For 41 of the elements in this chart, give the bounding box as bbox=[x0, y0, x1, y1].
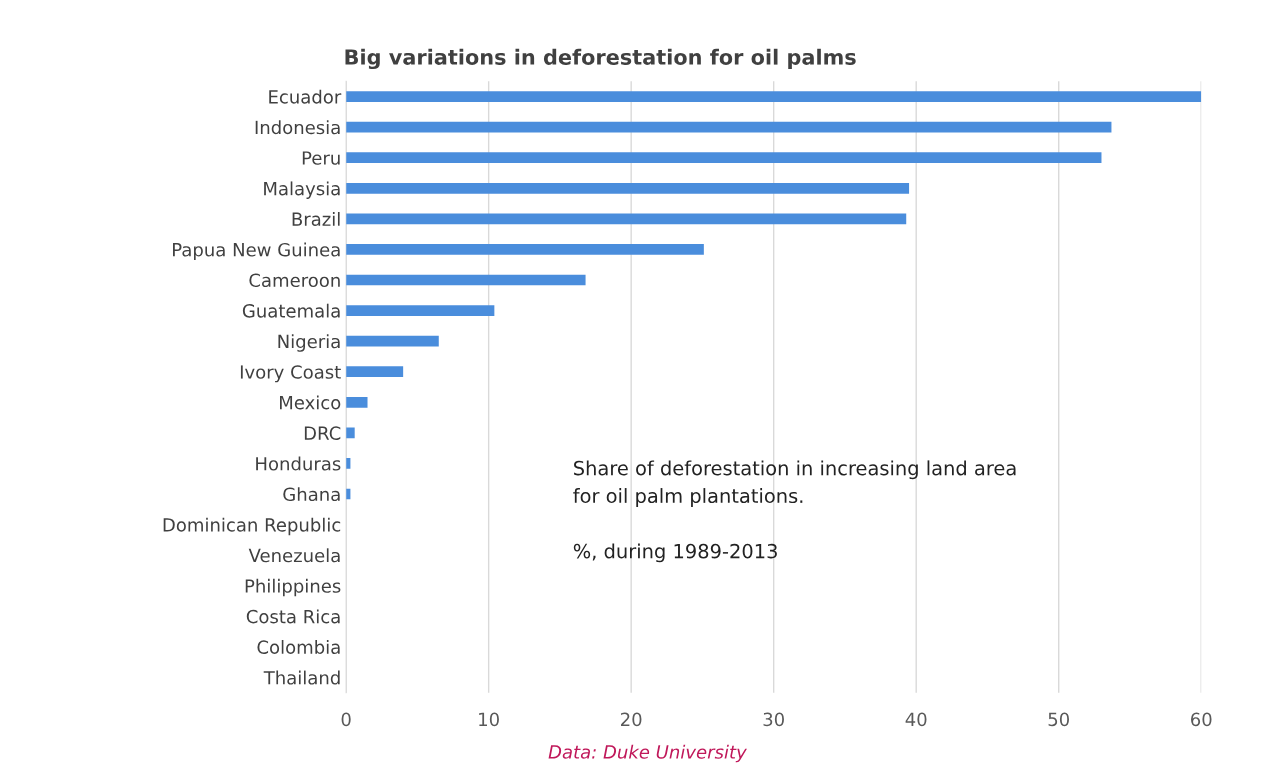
y-tick-label: Philippines bbox=[245, 578, 341, 597]
bar bbox=[346, 213, 907, 225]
x-tick-label: 60 bbox=[1191, 712, 1212, 727]
y-tick-label: Ecuador bbox=[269, 89, 342, 104]
bar bbox=[346, 396, 368, 408]
text: Share of deforestation in increasing land area for oil palm plantations. %, during 1989-2013 bbox=[573, 460, 1016, 563]
bar bbox=[346, 182, 910, 194]
bar bbox=[346, 121, 1112, 133]
y-tick-label: Mexico bbox=[280, 395, 341, 410]
y-tick-label: DRC bbox=[304, 426, 341, 440]
y-tick-label: Ghana bbox=[283, 487, 340, 502]
y-tick-label: Costa Rica bbox=[246, 609, 340, 624]
y-tick-label: Thailand bbox=[263, 670, 340, 685]
y-tick-label: Venezuela bbox=[248, 548, 340, 563]
y-tick-label: Papua New Guinea bbox=[173, 242, 340, 261]
y-tick-label: Nigeria bbox=[278, 334, 340, 352]
y-tick-label: Colombia bbox=[257, 640, 340, 654]
y-tick-label: Peru bbox=[302, 151, 340, 165]
bar bbox=[346, 335, 439, 347]
y-tick-label: Dominican Republic bbox=[163, 517, 341, 536]
x-tick-label: 50 bbox=[1048, 712, 1070, 727]
x-tick-label: 0 bbox=[341, 712, 351, 727]
y-tick-label: Brazil bbox=[292, 211, 340, 226]
y-tick-label: Malaysia bbox=[264, 181, 340, 199]
x-tick-label: 40 bbox=[905, 712, 927, 727]
y-tick-label: Guatemala bbox=[242, 303, 340, 318]
x-tick-label: 20 bbox=[621, 712, 642, 727]
text: Data: Duke University bbox=[548, 744, 747, 763]
chart-title: Big variations in deforestation for oil palms bbox=[345, 48, 856, 70]
bar bbox=[346, 305, 495, 316]
y-tick-label: Indonesia bbox=[255, 120, 340, 135]
bar bbox=[346, 274, 586, 286]
x-tick-label: 10 bbox=[479, 712, 499, 727]
y-tick-label: Ivory Coast bbox=[240, 365, 341, 383]
x-tick-label: 30 bbox=[763, 712, 784, 727]
bar bbox=[346, 91, 1202, 102]
bar bbox=[346, 152, 1102, 164]
y-tick-label: Honduras bbox=[256, 456, 341, 471]
y-tick-label: Cameroon bbox=[249, 273, 340, 288]
bar bbox=[346, 366, 404, 378]
bar bbox=[346, 244, 704, 255]
